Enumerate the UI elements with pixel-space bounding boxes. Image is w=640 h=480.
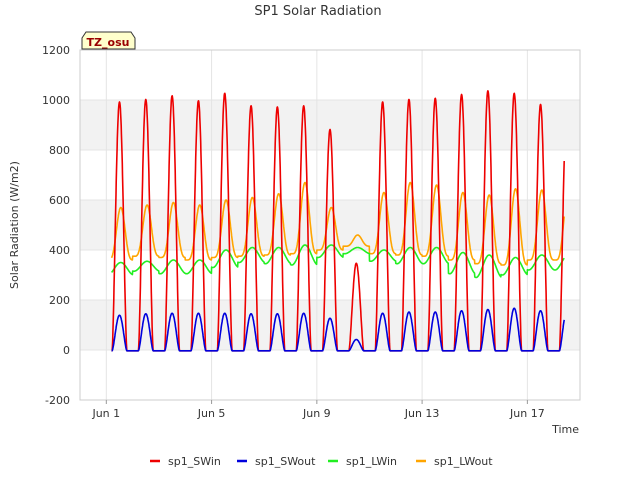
- plot-frame: [79, 49, 581, 401]
- series-line-sp1_LWout: [110, 181, 565, 266]
- x-tick-label: Jun 17: [509, 407, 545, 420]
- x-tick-label: Jun 5: [197, 407, 226, 420]
- y-tick-label: 0: [63, 344, 70, 357]
- y-axis-label: Solar Radiation (W/m2): [8, 161, 21, 289]
- x-axis-label: Time: [551, 423, 579, 436]
- background-band: [80, 300, 580, 350]
- x-tick-labels: Jun 1 Jun 5 Jun 9 Jun 13 Jun 17: [91, 400, 545, 420]
- background-band: [80, 200, 580, 250]
- series-line-sp1_LWin: [111, 244, 565, 279]
- y-tick-label: 800: [49, 144, 70, 157]
- y-tick-label: 200: [49, 294, 70, 307]
- tz-badge: TZ_osu: [81, 31, 136, 50]
- y-tick-label: 1000: [42, 94, 70, 107]
- y-tick-label: 600: [49, 194, 70, 207]
- tz-badge-box: [81, 31, 136, 50]
- legend: sp1_SWin sp1_SWout sp1_LWin sp1_LWout: [150, 455, 493, 468]
- y-tick-label: 1200: [42, 44, 70, 57]
- y-tick-label: -200: [45, 394, 70, 407]
- y-tick-labels: -200 0 200 400 600 800 1000 1200: [42, 44, 70, 407]
- chart-title: SP1 Solar Radiation: [254, 4, 381, 19]
- x-tick-label: Jun 13: [404, 407, 440, 420]
- plot-background-bands: [80, 100, 580, 350]
- tz-badge-label: TZ_osu: [87, 36, 130, 49]
- x-tick-label: Jun 9: [302, 407, 331, 420]
- legend-label-sp1_SWout: sp1_SWout: [255, 455, 316, 468]
- x-tick-label: Jun 1: [91, 407, 120, 420]
- legend-label-sp1_SWin: sp1_SWin: [168, 455, 221, 468]
- legend-label-sp1_LWout: sp1_LWout: [434, 455, 493, 468]
- series-line-sp1_SWout: [111, 307, 565, 352]
- background-band: [80, 100, 580, 150]
- legend-label-sp1_LWin: sp1_LWin: [346, 455, 397, 468]
- y-tick-label: 400: [49, 244, 70, 257]
- series-layer: [110, 90, 565, 352]
